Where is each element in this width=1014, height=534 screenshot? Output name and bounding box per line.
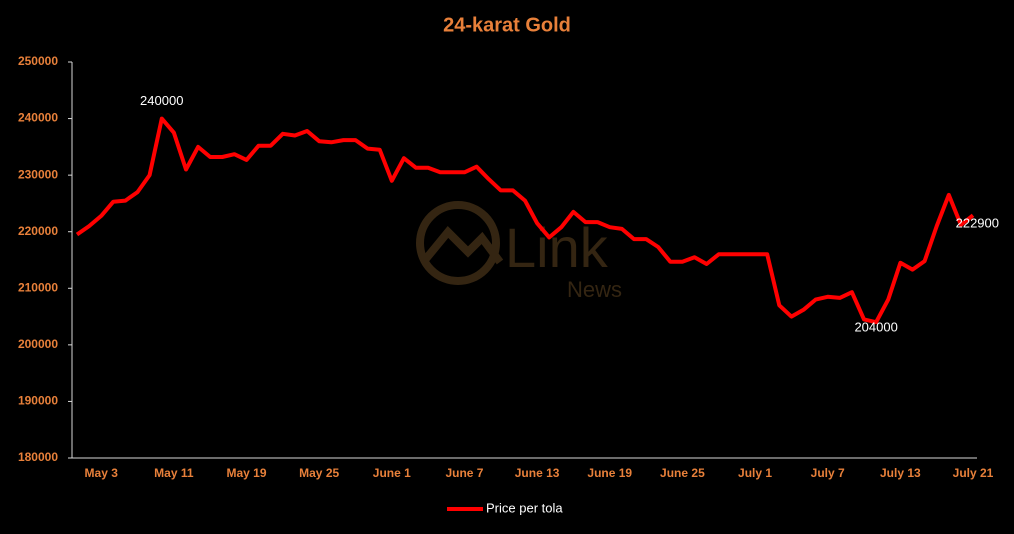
y-tick-label: 240000 — [18, 111, 58, 125]
watermark: Link News — [416, 201, 622, 302]
x-tick-label: July 1 — [738, 466, 772, 480]
x-tick-label: May 19 — [226, 466, 266, 480]
price-line — [75, 116, 975, 325]
data-label: 240000 — [140, 93, 183, 108]
y-tick-label: 200000 — [18, 337, 58, 351]
y-tick-label: 190000 — [18, 394, 58, 408]
y-tick-label: 180000 — [18, 450, 58, 464]
x-tick-label: July 7 — [811, 466, 845, 480]
x-tick-label: June 19 — [587, 466, 632, 480]
watermark-logo — [416, 201, 500, 285]
x-tick-label: June 1 — [373, 466, 411, 480]
data-label: 204000 — [854, 320, 897, 335]
legend-label: Price per tola — [486, 500, 563, 515]
x-tick-label: May 3 — [85, 466, 119, 480]
y-tick-label: 210000 — [18, 280, 58, 294]
x-tick-label: July 13 — [880, 466, 921, 480]
x-tick-label: June 25 — [660, 466, 705, 480]
y-tick-label: 230000 — [18, 167, 58, 181]
x-tick-label: June 7 — [445, 466, 483, 480]
watermark-sub: News — [567, 277, 622, 302]
x-tick-label: July 21 — [953, 466, 994, 480]
y-tick-label: 220000 — [18, 224, 58, 238]
x-tick-label: May 25 — [299, 466, 339, 480]
chart-title: 24-karat Gold — [443, 14, 571, 36]
y-tick-label: 250000 — [18, 54, 58, 68]
x-tick-label: June 13 — [515, 466, 560, 480]
data-label: 222900 — [956, 216, 999, 231]
watermark-logo-line — [421, 226, 504, 265]
watermark-brand: Link — [505, 216, 609, 279]
x-tick-label: May 11 — [154, 466, 194, 480]
